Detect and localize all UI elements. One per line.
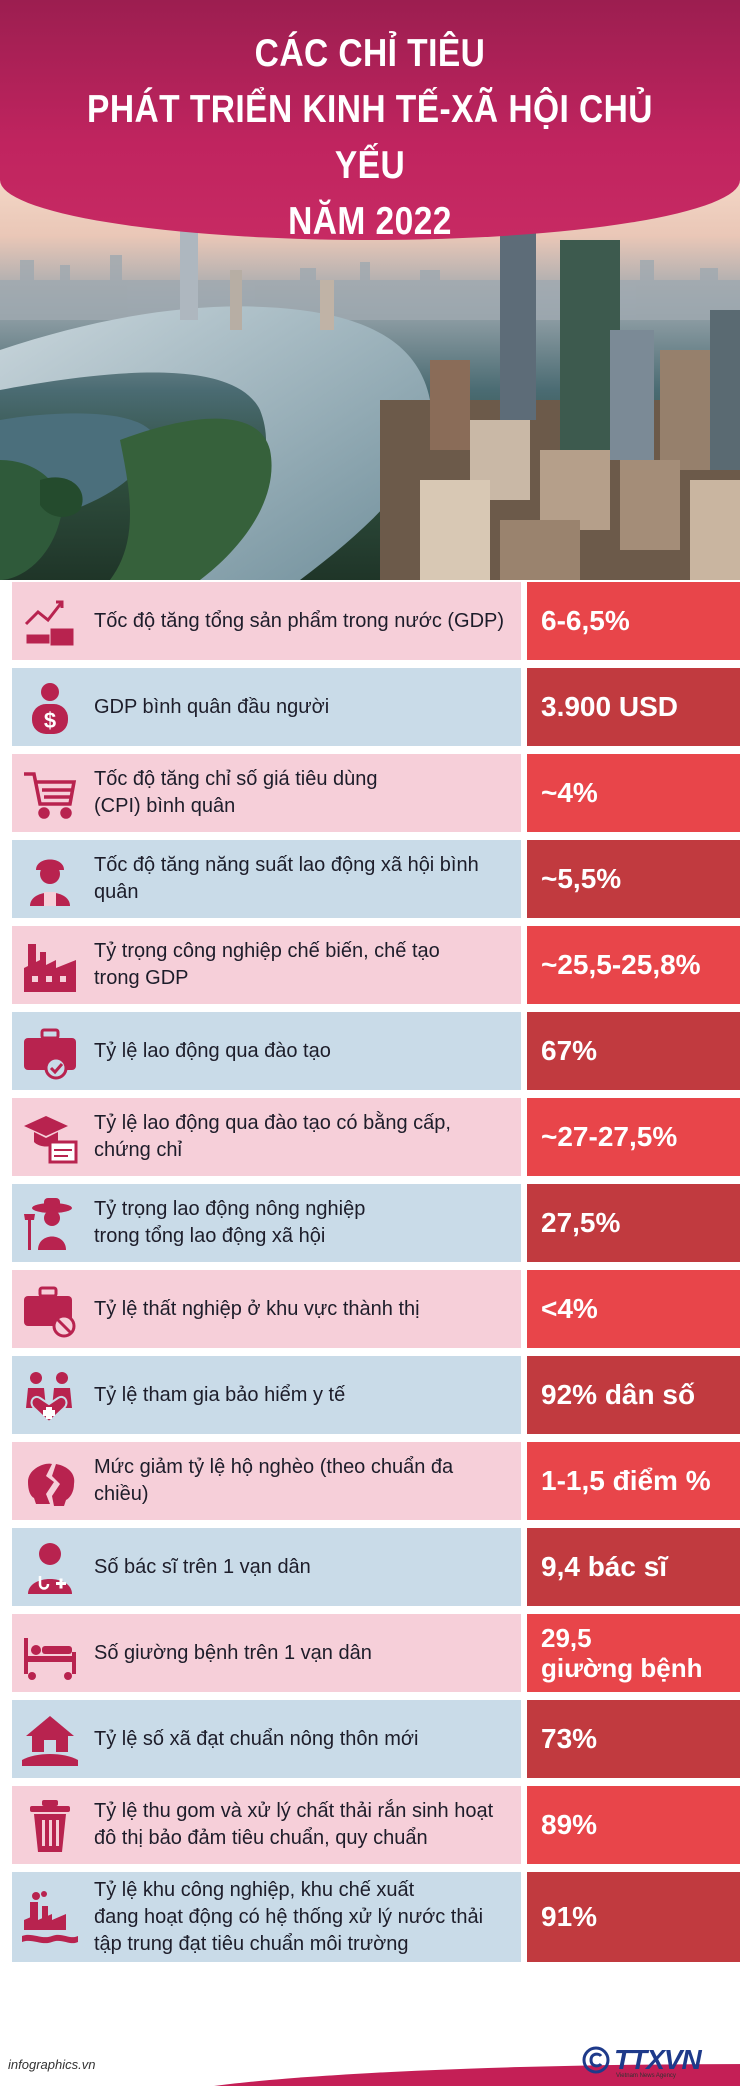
indicator-label: Tốc độ tăng chỉ số giá tiêu dùng (CPI) bì… [94,768,378,817]
indicator-label: Tỷ lệ tham gia bảo hiểm y tế [94,1383,346,1406]
title-line-2: PHÁT TRIỂN KINH TẾ-XÃ HỘI CHỦ YẾU [87,88,653,187]
svg-text:$: $ [44,708,56,733]
indicator-value: ~25,5-25,8% [527,926,740,1004]
ttxvn-logo: TTXVN Vietnam News Agency [582,2040,732,2080]
indicator-row: Tỷ lệ lao động qua đào tạo có bằng cấp, c… [0,1098,740,1176]
indicator-value: 1-1,5 điểm % [527,1442,740,1520]
indicator-value: 92% dân số [527,1356,740,1434]
indicator-row: Số giường bệnh trên 1 vạn dân 29,5 giườn… [0,1614,740,1692]
indicator-label: Tỷ lệ lao động qua đào tạo [94,1039,331,1062]
source-label: infographics.vn [8,2057,96,2072]
trash-bin-icon [22,1798,78,1854]
family-health-icon [22,1368,78,1424]
indicator-value: 3.900 USD [527,668,740,746]
shopping-cart-icon [22,766,78,822]
indicator-value: 91% [527,1872,740,1962]
indicator-row: Mức giảm tỷ lệ hộ nghèo (theo chuẩn đa c… [0,1442,740,1520]
indicator-value: 9,4 bác sĩ [527,1528,740,1606]
indicator-label: Số giường bệnh trên 1 vạn dân [94,1641,372,1664]
industrial-zone-icon [22,1890,78,1946]
indicator-label: Tỷ trọng lao động nông nghiệp trong tổng … [94,1198,366,1247]
indicator-label: Tỷ trọng công nghiệp chế biến, chế tạo tr… [94,940,440,989]
indicator-label: Tỷ lệ thất nghiệp ở khu vực thành thị [94,1297,420,1320]
chart-coins-icon [22,594,78,650]
indicator-row: $ GDP bình quân đầu người 3.900 USD [0,668,740,746]
farmer-icon [22,1196,78,1252]
hospital-bed-icon [22,1626,78,1682]
indicator-label: Tỷ lệ khu công nghiệp, khu chế xuất đang … [94,1878,484,1955]
indicator-value: ~27-27,5% [527,1098,740,1176]
title-line-1: CÁC CHỈ TIÊU [254,32,486,75]
briefcase-ban-icon [22,1282,78,1338]
indicator-value: ~5,5% [527,840,740,918]
indicator-value: 89% [527,1786,740,1864]
indicator-value: 73% [527,1700,740,1778]
indicator-value-line: giường bệnh [541,1653,703,1683]
broken-piggy-icon [22,1454,78,1510]
indicator-row: Tỷ lệ lao động qua đào tạo 67% [0,1012,740,1090]
indicator-label: Số bác sĩ trên 1 vạn dân [94,1555,311,1578]
indicator-label: Tỷ lệ số xã đạt chuẩn nông thôn mới [94,1727,419,1750]
briefcase-check-icon [22,1024,78,1080]
indicator-row: Tỷ lệ khu công nghiệp, khu chế xuất đang … [0,1872,740,1962]
indicator-row: Tốc độ tăng chỉ số giá tiêu dùng (CPI) bì… [0,754,740,832]
indicator-label: Tỷ lệ thu gom và xử lý chất thải rắn sin… [94,1800,494,1849]
graduation-certificate-icon [22,1110,78,1166]
indicator-value: 29,5 giường bệnh [527,1614,740,1692]
worker-icon [22,852,78,908]
copyright-icon [582,2046,610,2074]
title-line-3: NĂM 2022 [288,200,452,243]
indicator-value: <4% [527,1270,740,1348]
indicator-label: GDP bình quân đầu người [94,695,330,718]
money-person-icon: $ [22,680,78,736]
factory-icon [22,938,78,994]
village-icon [22,1712,78,1768]
indicator-row: Số bác sĩ trên 1 vạn dân 9,4 bác sĩ [0,1528,740,1606]
header-banner: CÁC CHỈ TIÊU PHÁT TRIỂN KINH TẾ-XÃ HỘI C… [0,0,740,243]
indicator-row: Tỷ lệ tham gia bảo hiểm y tế 92% dân số [0,1356,740,1434]
indicator-row: Tỷ lệ thu gom và xử lý chất thải rắn sin… [0,1786,740,1864]
indicator-row: Tỷ lệ số xã đạt chuẩn nông thôn mới 73% [0,1700,740,1778]
indicator-value: 6-6,5% [527,582,740,660]
indicator-row: Tỷ trọng công nghiệp chế biến, chế tạo tr… [0,926,740,1004]
indicator-label: Tốc độ tăng tổng sản phẩm trong nước (GD… [94,609,505,632]
indicator-row: Tỷ lệ thất nghiệp ở khu vực thành thị <4… [0,1270,740,1348]
indicator-label: Tỷ lệ lao động qua đào tạo có bằng cấp, c… [94,1112,451,1161]
indicator-row: Tốc độ tăng năng suất lao động xã hội bì… [0,840,740,918]
indicator-row: Tỷ trọng lao động nông nghiệp trong tổng … [0,1184,740,1262]
doctor-icon [22,1540,78,1596]
logo-text: TTXVN [614,2044,702,2075]
indicator-label: Tốc độ tăng năng suất lao động xã hội bì… [94,854,479,903]
logo-subtitle: Vietnam News Agency [616,2073,676,2079]
indicator-value: 67% [527,1012,740,1090]
indicator-label: Mức giảm tỷ lệ hộ nghèo (theo chuẩn đa c… [94,1456,454,1505]
indicator-value: 27,5% [527,1184,740,1262]
indicator-row: Tốc độ tăng tổng sản phẩm trong nước (GD… [0,582,740,660]
indicator-value-line: 29,5 [541,1623,592,1653]
indicator-value: ~4% [527,754,740,832]
